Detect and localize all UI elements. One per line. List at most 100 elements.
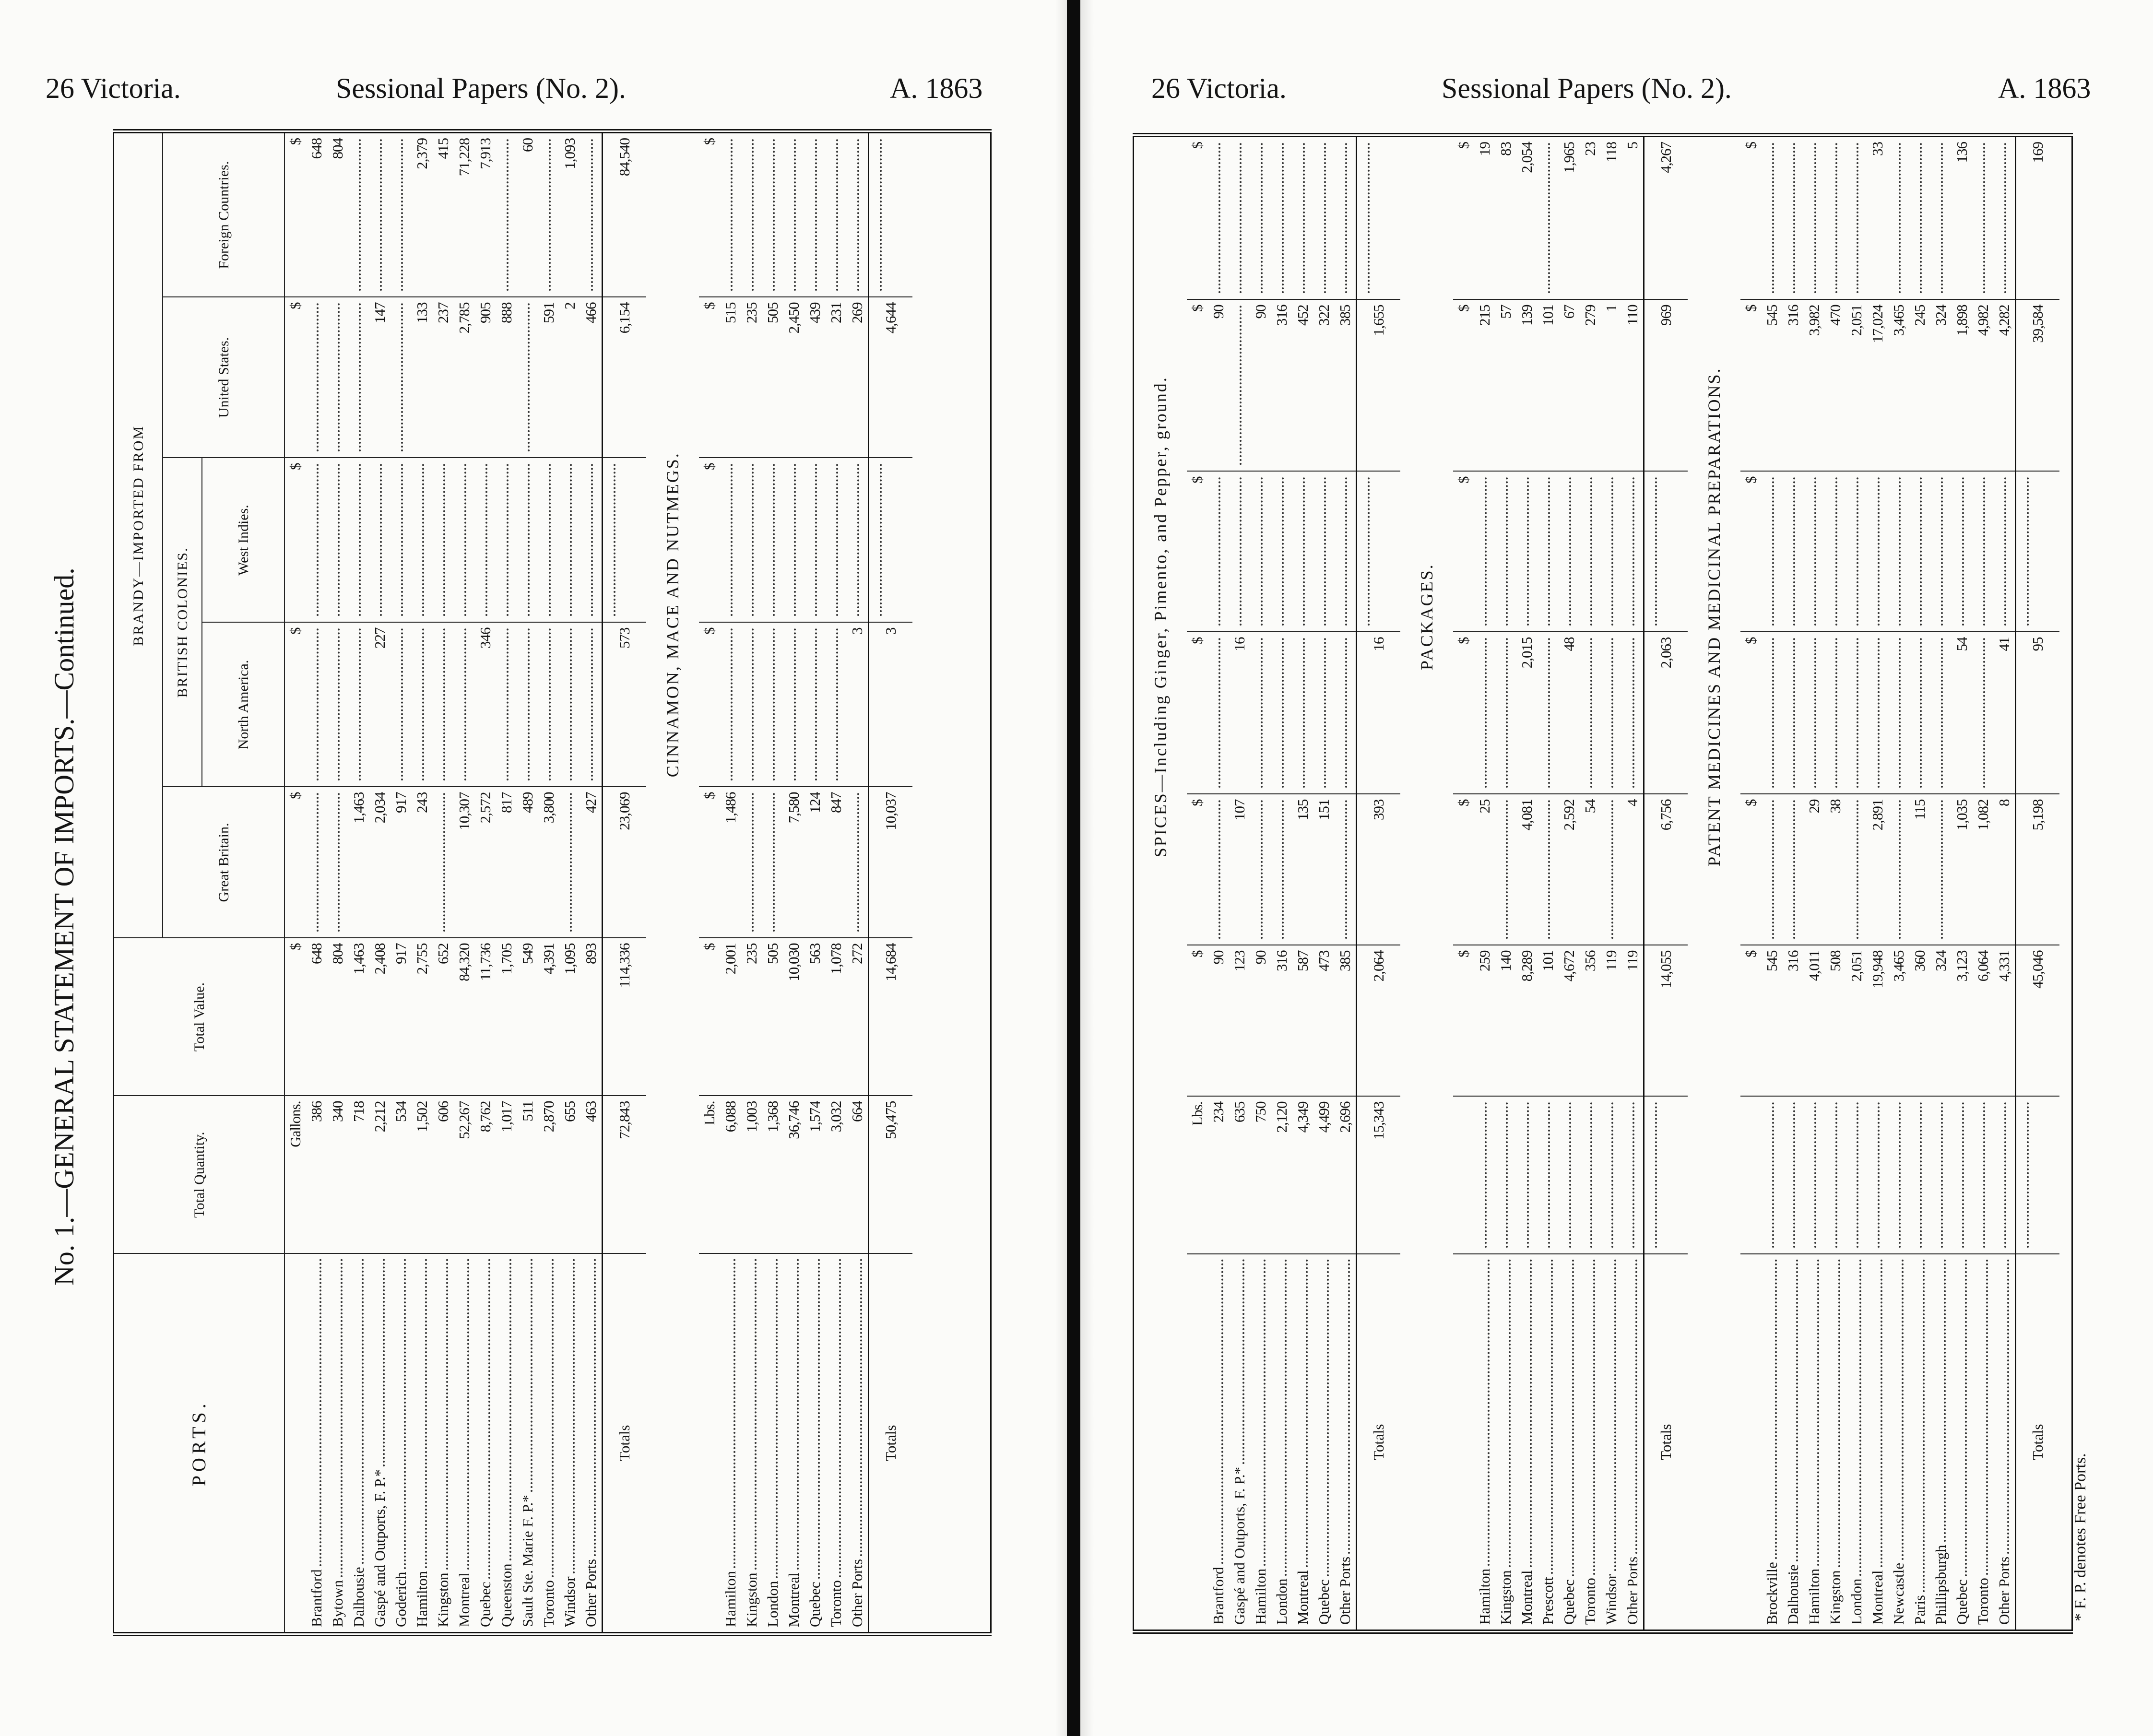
port-name: Other Ports bbox=[849, 1559, 865, 1627]
port-name: Montreal bbox=[785, 1572, 802, 1627]
table-filler bbox=[2059, 135, 2072, 1631]
total-quantity-cell: 234 bbox=[1208, 1096, 1229, 1254]
total-value-cell: 316 bbox=[1271, 945, 1292, 1097]
total-quantity-cell bbox=[1495, 1096, 1516, 1254]
total-value-cell: 84,320 bbox=[454, 938, 475, 1096]
west-indies-cell bbox=[559, 458, 580, 623]
total-value-cell: 652 bbox=[433, 938, 454, 1096]
north-america-cell: 3 bbox=[868, 622, 912, 787]
total-value-cell: 549 bbox=[517, 938, 538, 1096]
great-britain-cell: 817 bbox=[496, 787, 517, 938]
port-name: Dalhousie bbox=[1785, 1564, 1801, 1625]
port-cell: Quebec bbox=[1559, 1254, 1580, 1632]
unit-label-total-value: $ bbox=[284, 938, 306, 1096]
great-britain-cell: 115 bbox=[1909, 794, 1930, 945]
north-america-cell bbox=[390, 622, 412, 787]
unit-label-west-indies: $ bbox=[1187, 471, 1208, 632]
foreign-countries-cell bbox=[1825, 135, 1846, 300]
total-quantity-cell bbox=[1580, 1096, 1601, 1254]
port-label-wrap: Goderich bbox=[390, 1259, 412, 1627]
section-title-spacer bbox=[1400, 1097, 1453, 1632]
unit-label-united-states: $ bbox=[1453, 299, 1474, 472]
port-cell: Kingston bbox=[433, 1254, 454, 1634]
total-value-cell: 4,011 bbox=[1804, 945, 1825, 1097]
west-indies-cell bbox=[412, 458, 433, 623]
port-cell: London bbox=[762, 1254, 783, 1634]
dot-leader bbox=[1583, 1259, 1595, 1575]
port-name: Goderich bbox=[392, 1571, 409, 1627]
total-quantity-cell: 4,499 bbox=[1313, 1096, 1335, 1254]
united-states-cell: 139 bbox=[1516, 299, 1538, 472]
united-states-cell: 4,282 bbox=[1994, 299, 2016, 472]
port-name: Brantford bbox=[1210, 1567, 1227, 1625]
west-indies-cell bbox=[1271, 471, 1292, 632]
foreign-countries-cell bbox=[1538, 135, 1559, 300]
united-states-cell bbox=[390, 297, 412, 458]
great-britain-cell: 3,800 bbox=[538, 787, 559, 938]
total-value-cell: 19,948 bbox=[1867, 945, 1888, 1097]
total-value-cell: 119 bbox=[1622, 945, 1644, 1097]
statement-title: No. 1.—GENERAL STATEMENT OF IMPORTS.—Con… bbox=[48, 567, 80, 1286]
foreign-countries-cell: 415 bbox=[433, 131, 454, 297]
port-name: Other Ports bbox=[1337, 1556, 1353, 1625]
foreign-countries-cell: 804 bbox=[327, 131, 348, 297]
west-indies-cell bbox=[1335, 471, 1357, 632]
port-name: Windsor bbox=[561, 1576, 578, 1627]
united-states-cell: 316 bbox=[1783, 299, 1804, 472]
united-states-cell: 269 bbox=[847, 297, 869, 458]
table-row: Quebec 4,672 2,592 48 67 1,965 bbox=[1559, 135, 1580, 1631]
table-row: Dalhousie 718 1,463 1,463 bbox=[348, 131, 369, 1634]
port-name: Brantford bbox=[308, 1569, 325, 1627]
port-label-wrap: London bbox=[1271, 1259, 1292, 1625]
port-label-wrap: Gaspé and Outports, F. P.* bbox=[1229, 1259, 1250, 1625]
west-indies-cell bbox=[327, 458, 348, 623]
foreign-countries-cell bbox=[1356, 135, 1400, 300]
units-row: $ $ $ $ $ $ bbox=[1453, 135, 1474, 1631]
table-row: Montreal 19,948 2,891 17,024 33 bbox=[1867, 135, 1888, 1631]
table-row: Other Ports 664 272 3 269 bbox=[847, 131, 869, 1634]
dot-leader bbox=[393, 1259, 406, 1569]
foreign-countries-cell bbox=[1335, 135, 1357, 300]
section-title-spacer bbox=[646, 1096, 699, 1634]
foreign-countries-cell: 2,054 bbox=[1516, 135, 1538, 300]
united-states-cell bbox=[1229, 299, 1250, 472]
port-label-wrap: Montreal bbox=[1516, 1259, 1538, 1625]
total-quantity-cell bbox=[1474, 1096, 1495, 1254]
united-states-cell: 470 bbox=[1825, 299, 1846, 472]
dot-leader bbox=[1954, 1259, 1967, 1577]
total-value-cell: 272 bbox=[847, 938, 869, 1096]
north-america-cell: 95 bbox=[2015, 632, 2059, 794]
total-value-cell: 545 bbox=[1762, 945, 1783, 1097]
dot-leader bbox=[1274, 1259, 1287, 1576]
total-value-cell: 2,064 bbox=[1356, 945, 1400, 1097]
port-label-wrap: Hamilton bbox=[1474, 1259, 1495, 1625]
port-cell: Quebec bbox=[475, 1254, 496, 1634]
west-indies-cell bbox=[741, 458, 762, 623]
dot-leader bbox=[1807, 1259, 1819, 1566]
west-indies-cell bbox=[1804, 471, 1825, 632]
port-label-wrap: Hamilton bbox=[412, 1259, 433, 1627]
port-label-wrap: Prescott bbox=[1538, 1259, 1559, 1625]
unit-label-foreign-countries: $ bbox=[1187, 135, 1208, 300]
foreign-countries-cell bbox=[1271, 135, 1292, 300]
section-title-row: SPICES—Including Ginger, Pimento, and Pe… bbox=[1134, 135, 1187, 1631]
table-row: Other Ports 4,331 8 41 4,282 bbox=[1994, 135, 2016, 1631]
west-indies-cell bbox=[454, 458, 475, 623]
west-indies-cell bbox=[1973, 471, 1994, 632]
unit-label-total-quantity: Gallons. bbox=[284, 1096, 306, 1254]
port-label-wrap: Quebec bbox=[475, 1259, 496, 1627]
table-row: Kingston 1,003 235 235 bbox=[741, 131, 762, 1634]
foreign-countries-cell bbox=[762, 131, 783, 297]
north-america-cell bbox=[1804, 632, 1825, 794]
total-value-cell: 114,336 bbox=[602, 938, 646, 1096]
total-quantity-cell bbox=[1930, 1096, 1952, 1254]
total-quantity-cell bbox=[1888, 1096, 1909, 1254]
great-britain-cell: 8 bbox=[1994, 794, 2016, 945]
united-states-cell: 17,024 bbox=[1867, 299, 1888, 472]
total-quantity-cell: 386 bbox=[306, 1096, 327, 1254]
west-indies-cell bbox=[1909, 471, 1930, 632]
dot-leader bbox=[1562, 1259, 1574, 1577]
port-label-wrap: Quebec bbox=[1952, 1259, 1973, 1625]
port-label-wrap: Brockville bbox=[1762, 1259, 1783, 1625]
foreign-countries-cell bbox=[741, 131, 762, 297]
